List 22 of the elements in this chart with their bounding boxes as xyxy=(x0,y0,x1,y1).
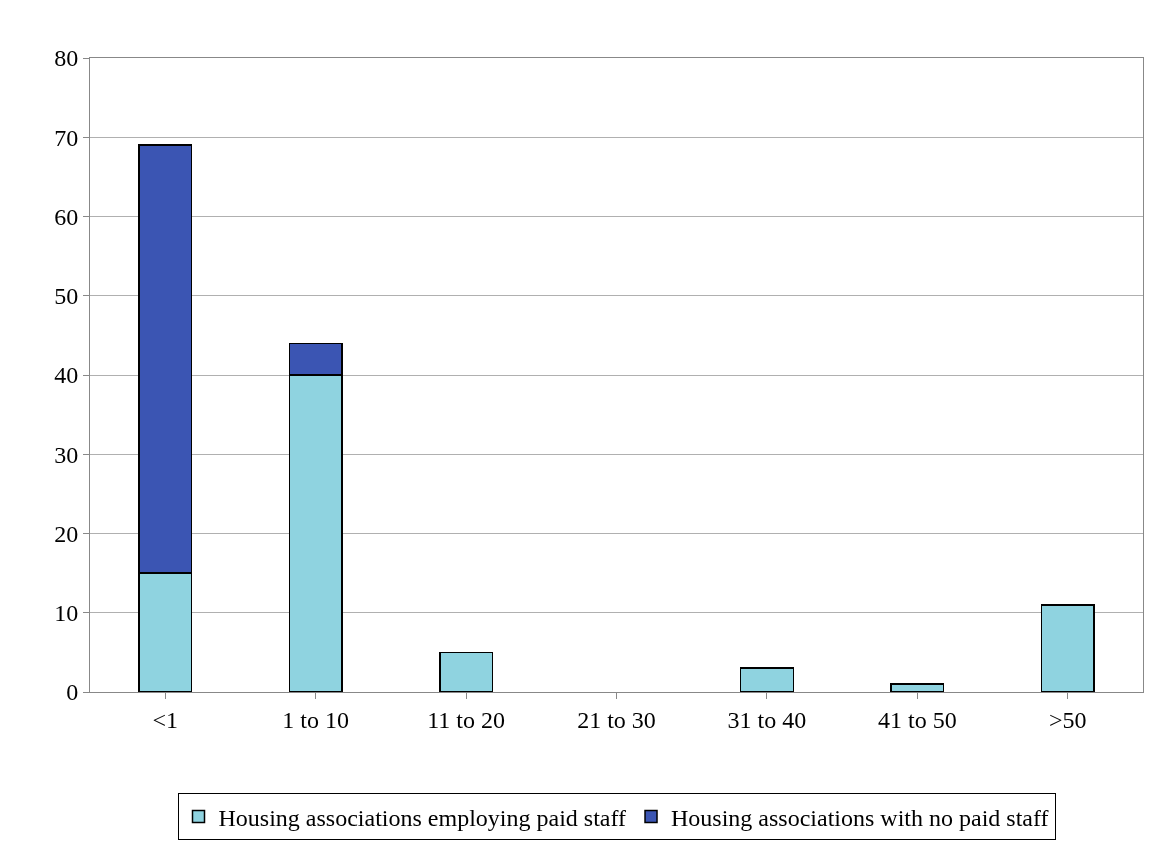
bar xyxy=(1040,604,1095,692)
y-tick-label: 10 xyxy=(54,600,79,627)
y-tick-label: 50 xyxy=(54,283,79,310)
legend-label: Housing associations with no paid staff xyxy=(671,804,1049,831)
y-tick-label: 20 xyxy=(54,520,79,547)
bar xyxy=(890,683,945,692)
y-tick-label: 0 xyxy=(66,679,79,706)
x-tick-label: 11 to 20 xyxy=(427,706,505,733)
y-tick-label: 30 xyxy=(54,441,79,468)
x-tick-label: >50 xyxy=(1049,706,1087,733)
y-tick-label: 40 xyxy=(54,362,79,389)
legend-label: Housing associations employing paid staff xyxy=(218,804,627,831)
x-tick-label: 21 to 30 xyxy=(577,706,656,733)
bar xyxy=(439,651,494,692)
bar xyxy=(739,667,794,692)
x-tick-label: 1 to 10 xyxy=(282,706,349,733)
y-tick-label: 60 xyxy=(54,203,79,230)
y-tick-label: 80 xyxy=(54,45,79,72)
y-tick-label: 70 xyxy=(54,124,79,151)
x-tick-label: 31 to 40 xyxy=(727,706,807,733)
x-tick-label: 41 to 50 xyxy=(878,706,957,733)
x-tick-label: <1 xyxy=(152,706,178,733)
